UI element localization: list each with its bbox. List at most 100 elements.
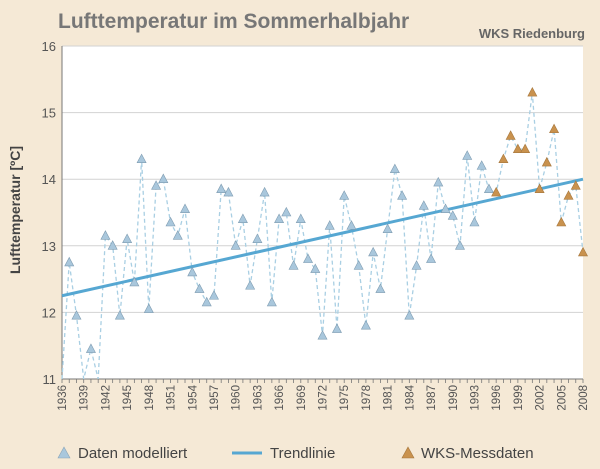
data-point-modelliert [389,163,400,174]
x-tick-label: 1981 [383,385,395,411]
x-tick-label: 1954 [187,384,199,410]
data-point-modelliert [397,190,408,200]
data-point-messdaten [520,143,531,154]
x-tick-label: 1936 [57,385,69,411]
data-point-modelliert [469,216,480,227]
data-point-modelliert [172,230,183,240]
x-tick-label: 1993 [469,385,481,411]
y-tick-label: 15 [42,106,56,121]
x-tick-label: 1966 [274,385,286,411]
x-tick-label: 1942 [100,385,112,411]
data-point-modelliert [360,320,371,330]
x-tick-label: 1990 [448,385,460,411]
y-axis-label: Lufttemperatur [ºC] [7,146,23,274]
data-point-messdaten [505,130,516,140]
data-point-modelliert [303,253,314,263]
axes [61,46,584,383]
chart-title: Lufttemperatur im Sommerhalbjahr [58,10,409,33]
data-point-modelliert [462,150,473,160]
legend-marker-messdaten [401,446,415,459]
data-point-modelliert [252,233,263,243]
x-tick-label: 1972 [318,385,330,411]
data-point-modelliert [223,186,234,197]
data-point-messdaten [549,123,560,134]
data-point-modelliert [426,253,437,263]
data-point-modelliert [353,260,364,270]
x-tick-label: 1984 [404,384,416,410]
y-tick-label: 13 [42,239,56,254]
data-point-modelliert [201,296,212,307]
data-point-modelliert [114,310,125,320]
data-point-modelliert [129,276,140,287]
x-tick-label: 1975 [339,385,351,411]
data-point-modelliert [187,266,198,277]
trend-line-layer [61,177,584,298]
data-point-modelliert [85,343,96,353]
data-point-modelliert [230,240,241,250]
x-tick-label: 1957 [209,385,221,411]
data-point-messdaten [556,216,567,227]
x-tick-label: 1939 [79,385,91,411]
data-point-modelliert [274,213,285,223]
data-point-modelliert [165,216,176,227]
data-point-modelliert [346,220,357,230]
y-tick-label: 14 [42,172,56,187]
data-point-modelliert [476,160,487,170]
chart-subtitle: WKS Riedenburg [479,26,585,41]
data-point-modelliert [433,176,444,187]
data-point-modelliert [237,213,248,223]
data-point-modelliert [454,240,465,250]
data-point-modelliert [100,230,111,240]
x-tick-label: 1948 [144,385,156,411]
x-tick-label: 1963 [252,385,264,411]
x-tick-label: 2008 [578,385,590,411]
x-tick-label: 1960 [231,385,243,411]
data-point-modelliert [71,310,82,320]
legend-label-messdaten: WKS-Messdaten [421,445,534,462]
data-point-modelliert [64,256,75,267]
data-point-messdaten [534,183,545,193]
data-point-modelliert [324,220,335,230]
data-point-modelliert [136,153,147,164]
data-point-modelliert [180,203,191,213]
x-tick-label: 1999 [513,385,525,411]
legend-label-trend: Trendlinie [270,445,335,462]
data-point-modelliert [151,180,162,190]
data-point-modelliert [158,173,169,183]
x-tick-label: 2002 [535,385,547,411]
trend-line [61,177,584,298]
data-point-modelliert [295,213,306,223]
data-point-modelliert [281,206,292,217]
data-point-messdaten [570,180,581,190]
data-point-modelliert [107,240,118,250]
x-tick-label: 1996 [491,385,503,411]
data-point-modelliert [382,223,393,233]
data-point-modelliert [411,260,422,270]
data-point-modelliert [368,246,379,257]
data-point-modelliert [483,183,494,193]
x-tick-labels: 1936 1939 1942 1945 1948 1951 1954 1957 1960 1963… [57,384,590,410]
x-tick-label: 1987 [426,385,438,411]
data-point-modelliert [418,200,429,210]
x-tick-label: 1978 [361,385,373,411]
data-point-modelliert [331,323,342,333]
y-tick-labels: 11 12 13 14 15 16 [42,39,56,387]
data-point-modelliert [194,283,205,293]
plot-area [62,46,583,379]
data-point-modelliert [375,283,386,293]
x-tick-label: 1945 [122,385,134,411]
data-point-modelliert [122,233,133,243]
data-point-messdaten [527,86,538,97]
y-tick-label: 11 [43,372,57,387]
data-point-modelliert [317,330,328,340]
data-point-messdaten [541,156,552,167]
legend: Daten modelliert Trendlinie WKS-Messdate… [57,445,534,462]
data-point-messdaten [498,153,509,164]
data-point-modelliert [259,186,270,197]
data-point-modelliert [288,260,299,270]
y-tick-label: 12 [42,305,56,320]
data-points [64,86,588,353]
y-tick-label: 16 [42,39,56,54]
data-point-modelliert [339,190,350,200]
